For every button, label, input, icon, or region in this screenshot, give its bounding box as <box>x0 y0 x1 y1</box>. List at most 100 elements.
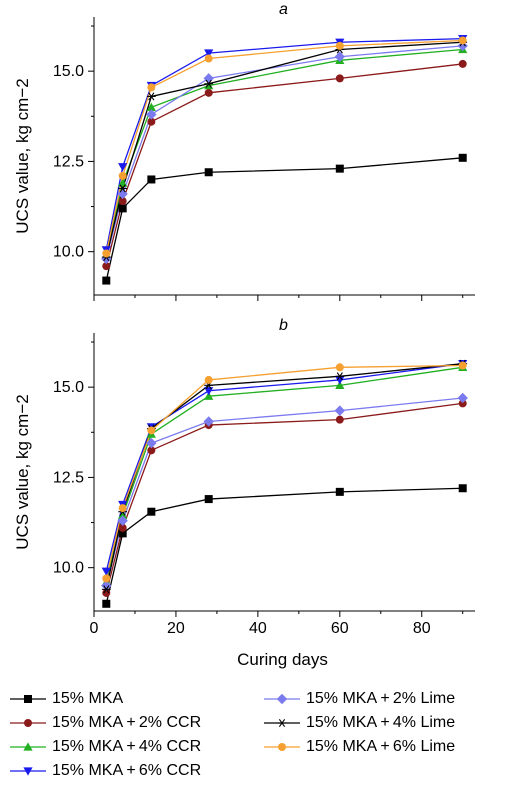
data-point <box>147 426 156 435</box>
x-tick-label: 0 <box>90 620 99 637</box>
data-point <box>203 73 214 84</box>
data-point <box>204 49 214 58</box>
data-point <box>102 599 111 608</box>
data-point <box>458 153 467 162</box>
legend-label-mka-6lime: 15% MKA + 6% Lime <box>306 738 456 755</box>
y-tick-label: 10.0 <box>53 244 84 261</box>
data-point <box>204 375 213 384</box>
data-point <box>118 523 127 532</box>
series-line <box>105 366 463 583</box>
x-tick-label: 40 <box>249 620 267 637</box>
y-tick-label: 15.0 <box>53 379 84 396</box>
series-line <box>105 45 463 260</box>
legend-label-mka-6ccr: 15% MKA + 6% CCR <box>52 762 202 779</box>
data-point <box>101 580 112 591</box>
legend-item-mka-6lime: 15% MKA + 6% Lime <box>262 736 455 758</box>
data-point <box>204 88 213 97</box>
legend-swatch-marker <box>24 695 32 703</box>
data-point <box>117 188 128 200</box>
series-line <box>105 41 463 258</box>
legend-swatch-mka-4ccr <box>10 742 46 751</box>
legend-item-mka-2ccr: 15% MKA + 2% CCR <box>8 712 201 734</box>
series-line <box>105 397 463 586</box>
data-point <box>118 171 127 180</box>
data-point <box>458 484 467 493</box>
series-line <box>105 38 463 250</box>
legend-item-mka-2lime: 15% MKA + 2% Lime <box>262 688 455 710</box>
data-point <box>117 515 128 526</box>
data-point <box>204 79 214 88</box>
data-point <box>457 392 468 404</box>
panel-title: a <box>279 1 288 18</box>
legend-swatch-marker <box>278 743 286 751</box>
data-point <box>335 74 344 83</box>
data-point <box>118 504 127 513</box>
data-point <box>146 92 156 101</box>
data-point <box>102 262 111 271</box>
legend-item-mka-4ccr: 15% MKA + 4% CCR <box>8 736 201 758</box>
legend-swatch-mka-6ccr <box>10 767 46 776</box>
data-point <box>146 102 156 111</box>
data-point <box>204 168 213 177</box>
legend-label-mka-2ccr: 15% MKA + 2% CCR <box>52 714 202 731</box>
legend-item-mka: 15% MKA <box>8 688 123 710</box>
series-line <box>105 363 463 590</box>
legend-item-mka-4lime: 15% MKA + 4% Lime <box>262 712 455 734</box>
data-point <box>204 54 213 63</box>
panel-b: 10.0 12.5 15.0 0 20 40 60 80 b UCS value, kg cm−2… <box>13 317 475 669</box>
data-point <box>147 507 156 516</box>
data-point <box>335 415 344 424</box>
x-axis-label: Curing days <box>237 650 328 669</box>
legend-swatch-marker <box>277 718 287 728</box>
data-point <box>147 175 156 184</box>
legend-swatch-mka-6lime <box>264 743 300 751</box>
data-point <box>118 184 128 193</box>
data-point <box>335 372 345 381</box>
legend-swatch-marker <box>23 742 33 751</box>
data-point <box>335 487 344 496</box>
data-point <box>101 585 111 594</box>
data-point <box>118 529 127 538</box>
series-line <box>105 402 463 594</box>
data-point <box>335 376 345 385</box>
data-point <box>118 197 127 206</box>
series-line <box>105 39 463 254</box>
data-point <box>102 574 111 583</box>
data-point <box>146 109 157 120</box>
data-point <box>203 416 214 427</box>
y-tick-label: 10.0 <box>53 560 84 577</box>
legend-swatch-marker <box>24 719 32 727</box>
data-point <box>204 387 214 396</box>
series-line <box>105 487 463 604</box>
data-point <box>335 380 345 390</box>
data-point <box>204 391 214 400</box>
legend-label-mka: 15% MKA <box>52 690 124 707</box>
data-point <box>335 41 344 50</box>
data-point <box>335 363 344 372</box>
legend-label-mka-4ccr: 15% MKA + 4% CCR <box>52 738 202 755</box>
data-point <box>334 405 346 416</box>
legend-swatch-mka-4lime <box>264 718 300 728</box>
x-tick-label: 80 <box>413 620 431 637</box>
series-line <box>105 157 463 281</box>
data-point <box>101 567 111 576</box>
y-tick-label: 12.5 <box>53 469 84 486</box>
data-point <box>335 164 344 173</box>
y-axis-label: UCS value, kg cm−2 <box>13 78 32 233</box>
data-point <box>102 588 111 597</box>
legend-label-mka-4lime: 15% MKA + 4% Lime <box>306 714 456 731</box>
data-point <box>334 51 346 62</box>
y-tick-label: 15.0 <box>53 63 84 80</box>
panel-a: 10.0 12.5 15.0 a UCS value, kg cm−2 <box>13 1 475 301</box>
data-point <box>146 437 157 449</box>
series-line <box>105 364 463 579</box>
series-line <box>105 363 463 572</box>
data-point <box>458 36 467 45</box>
legend-swatch-mka-2lime <box>264 693 300 705</box>
y-tick-label: 12.5 <box>53 153 84 170</box>
data-point <box>102 276 111 285</box>
data-point <box>458 361 467 370</box>
legend-swatch-marker <box>23 767 33 776</box>
data-point <box>118 163 128 172</box>
